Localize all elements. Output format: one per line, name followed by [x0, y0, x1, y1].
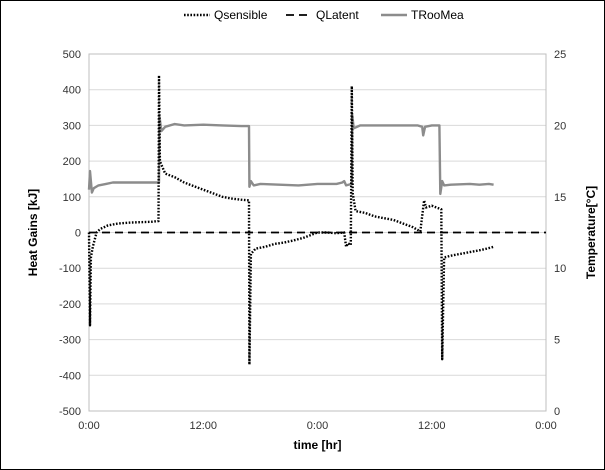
series-layer — [87, 74, 546, 366]
y2-tick-label: 15 — [554, 192, 566, 204]
x-axis-ticks: 0:00 12:00 0:00 12:00 0:00 — [78, 420, 556, 432]
y-tick-label: -400 — [59, 370, 81, 382]
y-tick-label: -100 — [59, 263, 81, 275]
legend: Qsensible QLatent TRooMea — [184, 8, 464, 22]
legend-label-qlatent: QLatent — [316, 8, 359, 22]
x-tick-label: 12:00 — [189, 420, 217, 432]
x-tick-label: 0:00 — [535, 420, 556, 432]
y-tick-label: 500 — [63, 49, 81, 61]
x-tick-label: 12:00 — [418, 420, 446, 432]
y2-tick-label: 10 — [554, 263, 566, 275]
legend-label-qsensible: Qsensible — [214, 8, 268, 22]
left-axis-ticks: -500 -400 -300 -200 -100 0 100 200 300 400 500 — [59, 49, 81, 418]
y-tick-label: -300 — [59, 335, 81, 347]
y2-tick-label: 5 — [554, 335, 560, 347]
y-tick-label: -200 — [59, 299, 81, 311]
y2-tick-label: 25 — [554, 49, 566, 61]
y-tick-label: 200 — [63, 156, 81, 168]
y-tick-label: 100 — [63, 192, 81, 204]
y2-tick-label: 0 — [554, 406, 560, 418]
series-line-qsensible — [87, 74, 494, 366]
y2-tick-label: 20 — [554, 120, 566, 132]
legend-label-troomea: TRooMea — [411, 8, 464, 22]
y-tick-label: 300 — [63, 120, 81, 132]
y2-axis-title: Temperature[°C] — [584, 186, 598, 279]
y-axis-title: Heat Gains [kJ] — [26, 189, 40, 276]
x-tick-label: 0:00 — [307, 420, 328, 432]
x-tick-label: 0:00 — [78, 420, 99, 432]
x-axis-title: time [hr] — [294, 438, 342, 452]
y-tick-label: -500 — [59, 406, 81, 418]
series-line-troomea — [87, 114, 494, 196]
y-tick-label: 0 — [75, 228, 81, 240]
right-axis-ticks: 0 5 10 15 20 25 — [554, 49, 566, 418]
y-tick-label: 400 — [63, 85, 81, 97]
